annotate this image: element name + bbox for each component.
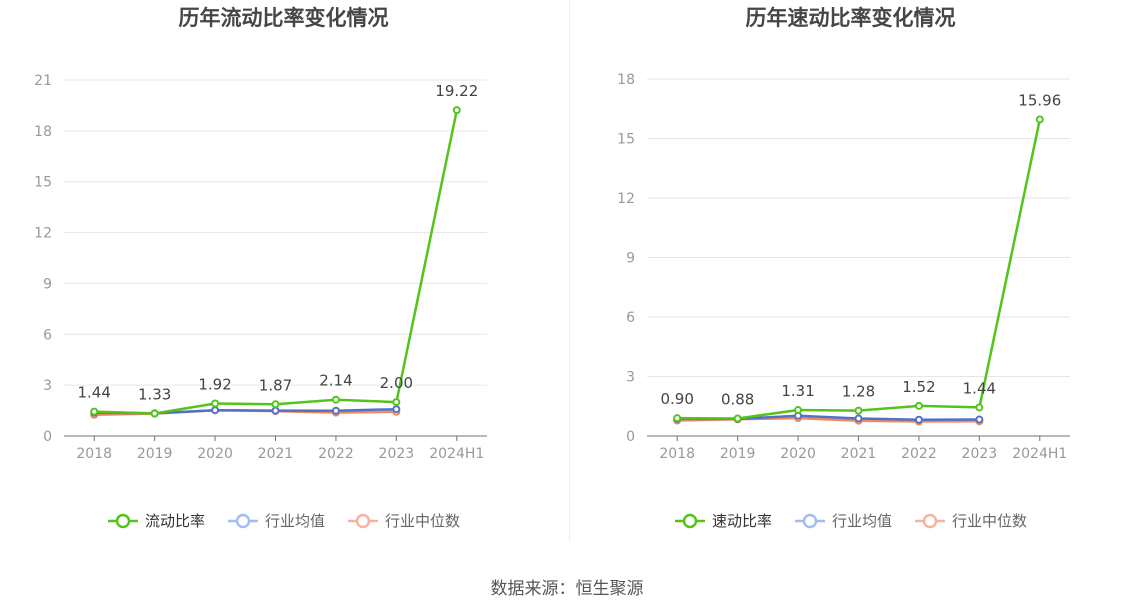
x-tick-label: 2019 bbox=[137, 446, 173, 462]
data-point bbox=[914, 401, 923, 410]
x-tick-label: 2021 bbox=[258, 446, 294, 462]
series-line bbox=[677, 119, 1042, 420]
y-tick-label: 9 bbox=[626, 251, 635, 267]
quick-ratio-plot: 0 3 6 9 12 15 18 2018 2019 2020 2021 2022 2023 2024H1… bbox=[617, 72, 1070, 462]
data-source-note: 数据来源：恒生聚源 bbox=[490, 579, 644, 599]
legend-line-circle-icon bbox=[107, 513, 138, 528]
data-label: 0.88 bbox=[721, 391, 754, 409]
current-ratio-chart: 历年流动比率变化情况 0 3 6 9 12 15 18 21 2018 2019 2020 2021 2… bbox=[0, 0, 567, 550]
x-tick-label: 2018 bbox=[76, 446, 112, 462]
data-label: 1.44 bbox=[78, 384, 111, 402]
data-point bbox=[854, 414, 863, 423]
data-point bbox=[331, 395, 340, 404]
y-tick-label: 6 bbox=[43, 327, 52, 343]
chart-title: 历年流动比率变化情况 bbox=[178, 6, 389, 30]
x-tick-label: 2024H1 bbox=[429, 446, 484, 462]
legend-item-industry-mean[interactable]: 行业均值 bbox=[227, 510, 325, 531]
x-tick-label: 2023 bbox=[379, 446, 415, 462]
current-ratio-plot: 0 3 6 9 12 15 18 21 2018 2019 2020 2021 2022 2023 2024… bbox=[34, 73, 487, 462]
x-tick-label: 2018 bbox=[659, 446, 695, 462]
x-tick-label: 2021 bbox=[841, 446, 877, 462]
legend-line-circle-icon bbox=[794, 513, 825, 528]
data-point bbox=[914, 415, 923, 424]
legend-line-circle-icon bbox=[227, 513, 258, 528]
x-tick-label: 2020 bbox=[780, 446, 816, 462]
data-point bbox=[331, 406, 340, 415]
y-tick-label: 12 bbox=[617, 191, 635, 207]
y-tick-label: 0 bbox=[626, 429, 635, 445]
data-label: 1.44 bbox=[963, 379, 996, 397]
x-tick-label: 2024H1 bbox=[1012, 446, 1067, 462]
x-tick-label: 2022 bbox=[318, 446, 354, 462]
chart-title: 历年速动比率变化情况 bbox=[745, 6, 956, 30]
y-tick-label: 21 bbox=[34, 73, 52, 89]
y-tick-label: 9 bbox=[43, 276, 52, 292]
data-label: 0.90 bbox=[661, 390, 694, 408]
data-point bbox=[854, 406, 863, 415]
legend-line-circle-icon bbox=[674, 513, 705, 528]
data-label: 1.52 bbox=[902, 378, 935, 396]
legend-label: 行业中位数 bbox=[952, 512, 1028, 530]
data-label: 1.33 bbox=[138, 385, 171, 403]
data-point bbox=[794, 406, 803, 415]
legend-item-quick-ratio[interactable]: 速动比率 bbox=[674, 510, 772, 531]
legend-line-circle-icon bbox=[348, 513, 378, 528]
y-tick-label: 3 bbox=[626, 370, 635, 386]
legend-label: 流动比率 bbox=[144, 512, 205, 530]
legend-label: 行业中位数 bbox=[385, 512, 461, 530]
data-point bbox=[211, 406, 220, 415]
data-point bbox=[975, 415, 984, 424]
data-label: 1.28 bbox=[842, 383, 875, 401]
data-label: 19.22 bbox=[435, 82, 478, 100]
data-label: 2.00 bbox=[380, 374, 413, 392]
data-point bbox=[673, 414, 682, 423]
y-tick-label: 18 bbox=[34, 124, 52, 140]
y-tick-label: 6 bbox=[626, 310, 635, 326]
legend: 速动比率 行业均值 行业中位数 bbox=[567, 510, 1134, 531]
data-point bbox=[150, 409, 159, 418]
series-line bbox=[94, 109, 459, 415]
quick-ratio-chart: 历年速动比率变化情况 0 3 6 9 12 15 18 2018 2019 2020 2021 202… bbox=[567, 0, 1134, 550]
panel-divider bbox=[569, 0, 570, 542]
legend-label: 行业均值 bbox=[264, 512, 325, 530]
legend-label: 行业均值 bbox=[831, 512, 892, 530]
data-point bbox=[392, 398, 401, 407]
data-label: 15.96 bbox=[1018, 91, 1061, 109]
legend-item-current-ratio[interactable]: 流动比率 bbox=[107, 510, 205, 531]
x-tick-label: 2023 bbox=[962, 446, 998, 462]
data-label: 1.92 bbox=[198, 375, 231, 393]
data-point bbox=[452, 106, 461, 115]
data-label: 1.87 bbox=[259, 376, 292, 394]
legend: 流动比率 行业均值 行业中位数 bbox=[0, 510, 567, 531]
x-tick-label: 2020 bbox=[197, 446, 233, 462]
y-tick-label: 15 bbox=[34, 175, 52, 191]
data-label: 2.14 bbox=[319, 372, 352, 390]
data-point bbox=[392, 405, 401, 414]
data-label: 1.31 bbox=[781, 382, 814, 400]
y-tick-label: 15 bbox=[617, 132, 635, 148]
legend-line-circle-icon bbox=[915, 513, 945, 528]
data-point bbox=[1035, 115, 1044, 124]
data-point bbox=[90, 407, 99, 416]
data-point bbox=[211, 399, 220, 408]
y-tick-label: 18 bbox=[617, 72, 635, 88]
legend-item-industry-mean[interactable]: 行业均值 bbox=[794, 510, 892, 531]
legend-item-industry-median[interactable]: 行业中位数 bbox=[914, 510, 1027, 531]
data-point bbox=[975, 403, 984, 412]
data-point bbox=[271, 400, 280, 409]
x-tick-label: 2019 bbox=[720, 446, 756, 462]
legend-label: 速动比率 bbox=[711, 512, 772, 530]
y-tick-label: 3 bbox=[43, 378, 52, 394]
data-point bbox=[271, 406, 280, 415]
y-tick-label: 0 bbox=[43, 429, 52, 445]
y-tick-label: 12 bbox=[34, 226, 52, 242]
legend-item-industry-median[interactable]: 行业中位数 bbox=[347, 510, 460, 531]
x-tick-label: 2022 bbox=[901, 446, 937, 462]
data-point bbox=[733, 414, 742, 423]
